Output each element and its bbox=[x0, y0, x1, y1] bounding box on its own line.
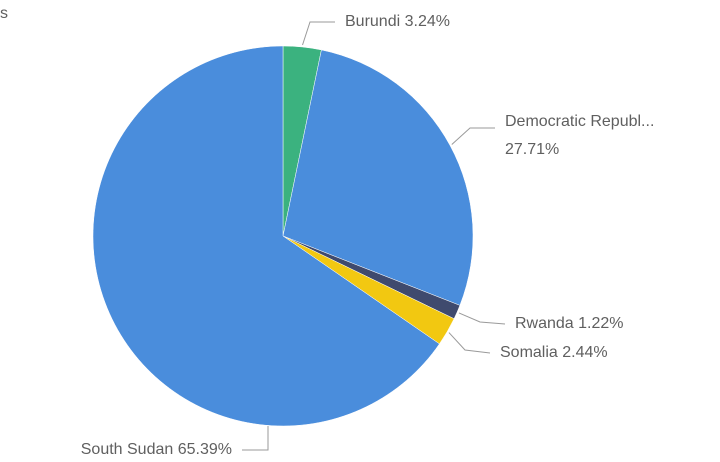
pie-slice bbox=[92, 45, 440, 427]
pie bbox=[92, 45, 474, 427]
labels: Burundi 3.24% Democratic Republ... 27.71% R… bbox=[81, 13, 655, 458]
data-label: Rwanda 1.22% bbox=[515, 315, 624, 332]
label-value: 1.22% bbox=[578, 315, 623, 332]
label-value: 2.44% bbox=[562, 344, 607, 361]
leader-line bbox=[451, 127, 495, 145]
leader-line bbox=[242, 426, 269, 451]
label-value: 3.24% bbox=[405, 13, 450, 30]
label-category: Somalia bbox=[500, 344, 558, 361]
data-label: South Sudan 65.39% bbox=[81, 441, 232, 458]
label-category: Democratic Republ... bbox=[505, 113, 654, 130]
leader-line bbox=[302, 21, 335, 46]
data-label: Burundi 3.24% bbox=[345, 13, 450, 30]
label-category: South Sudan bbox=[81, 441, 174, 458]
data-label: Democratic Republ... 27.71% bbox=[505, 113, 654, 158]
label-category: Rwanda bbox=[515, 315, 574, 332]
data-label: Somalia 2.44% bbox=[500, 344, 608, 361]
chart-title: s bbox=[0, 5, 8, 22]
label-category: Burundi bbox=[345, 13, 400, 30]
label-value: 27.71% bbox=[505, 141, 559, 158]
leader-line bbox=[448, 332, 491, 354]
leader-line bbox=[458, 312, 506, 325]
pie-slice bbox=[282, 49, 474, 306]
label-value: 65.39% bbox=[178, 441, 232, 458]
